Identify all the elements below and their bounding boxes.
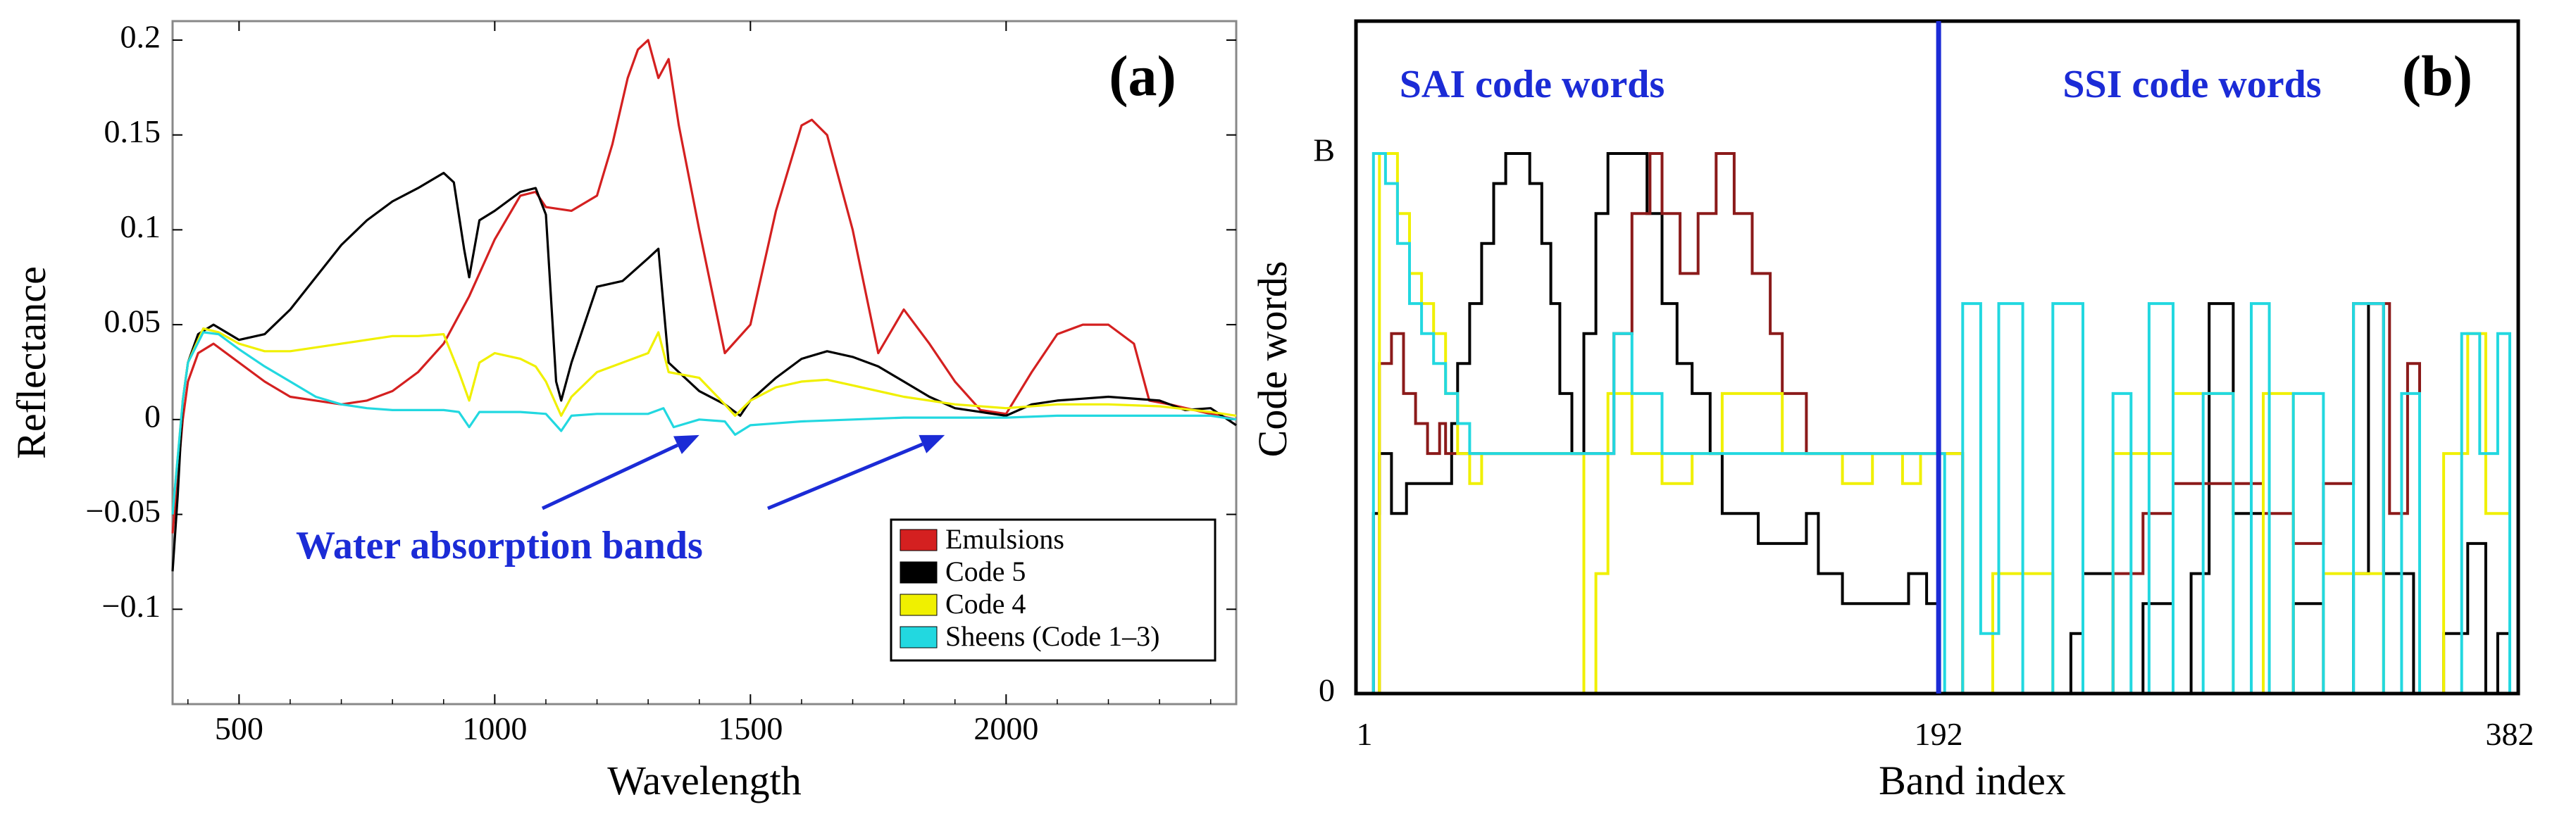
a-ytick-label: 0.05	[104, 303, 161, 339]
legend-label-code4: Code 4	[945, 588, 1026, 620]
a-xtick-label: 500	[215, 710, 263, 746]
b-y-axis-label: Code words	[1250, 261, 1295, 458]
b-series-step-sheens	[1364, 152, 2511, 695]
legend-swatch-code4	[900, 594, 938, 616]
annotation-arrows	[541, 434, 945, 510]
panel-b: SAI code words SSI code words (b) 0 B 1 …	[1250, 19, 2534, 803]
water-absorption-annotation: Water absorption bands	[296, 524, 703, 568]
a-series-line-code5	[171, 172, 1237, 572]
b-ytick-label: B	[1313, 132, 1335, 168]
panel-a-legend: Emulsions Code 5 Code 4 Sheens (Code 1–3…	[890, 518, 1217, 662]
b-xtick-label: 1	[1357, 716, 1373, 752]
a-ytick-label: −0.05	[86, 493, 161, 529]
a-series-line-sheens	[171, 331, 1237, 515]
b-series-step-dark_red	[1364, 152, 2510, 695]
legend-label-emulsions: Emulsions	[945, 523, 1064, 555]
a-series-line-emulsions	[171, 39, 1237, 534]
a-xtick-label: 1500	[718, 710, 783, 746]
annotation-arrow-shaft	[767, 442, 923, 510]
a-xtick-label: 2000	[973, 710, 1038, 746]
b-x-axis-label: Band index	[1879, 758, 2066, 803]
b-xtick-label: 192	[1915, 716, 1963, 752]
a-series-line-code4	[171, 327, 1237, 515]
panel-a-series	[171, 39, 1237, 572]
b-xtick-label: 382	[2486, 716, 2534, 752]
a-ytick-label: 0.1	[120, 208, 161, 244]
a-x-axis-label: Wavelength	[607, 758, 802, 803]
a-xtick-label: 1000	[462, 710, 527, 746]
panel-a: 0.2 0.15 0.1 0.05 0 −0.05 −0.1 500 1000 …	[8, 19, 1238, 803]
panel-b-label: (b)	[2402, 44, 2472, 108]
legend-swatch-sheens	[900, 626, 938, 648]
annotation-arrow-shaft	[541, 443, 679, 510]
annotation-arrow-head	[919, 434, 945, 453]
legend-box	[890, 518, 1217, 662]
legend-label-sheens: Sheens (Code 1–3)	[945, 620, 1159, 652]
annotation-arrow-head	[673, 434, 699, 454]
a-y-axis-label: Reflectance	[8, 266, 54, 459]
ssi-region-label: SSI code words	[2062, 63, 2321, 106]
legend-swatch-code5	[900, 561, 938, 584]
a-ytick-label: 0	[144, 398, 161, 434]
a-ytick-label: 0.15	[104, 113, 161, 149]
legend-swatch-emulsions	[900, 529, 938, 551]
legend-label-code5: Code 5	[945, 556, 1026, 587]
sai-region-label: SAI code words	[1400, 63, 1665, 106]
a-ytick-label: −0.1	[102, 588, 161, 624]
panel-a-label: (a)	[1109, 44, 1176, 108]
a-ytick-label: 0.2	[120, 19, 161, 55]
b-ytick-label: 0	[1319, 672, 1335, 708]
